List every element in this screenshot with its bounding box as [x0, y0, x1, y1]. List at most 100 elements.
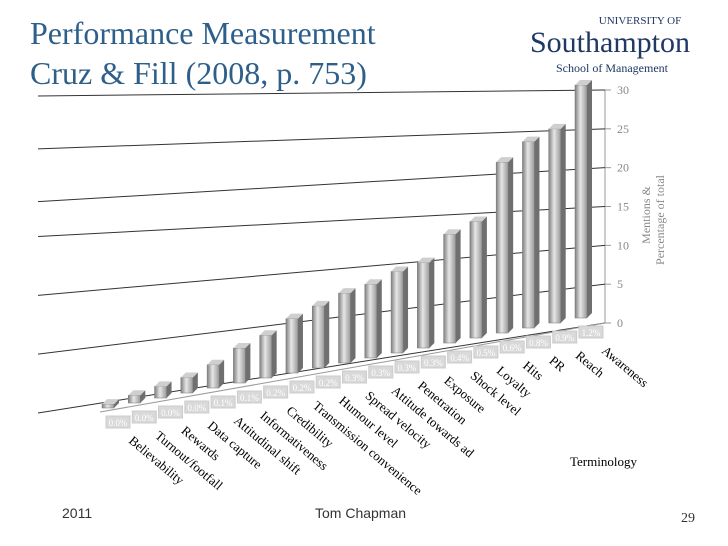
y-axis-label: Mentions & [639, 186, 653, 244]
pct-label: 0.0% [109, 418, 128, 428]
pct-block [315, 375, 341, 389]
bar-side [481, 216, 487, 338]
pct-block [158, 405, 184, 419]
bar-side [455, 229, 461, 343]
bar [495, 161, 509, 334]
pct-block [184, 400, 210, 414]
grid-line [37, 244, 606, 296]
bar [233, 347, 246, 384]
bar-top [469, 216, 487, 222]
logo-top: UNIVERSITY OF [599, 15, 681, 27]
bar-top [496, 157, 514, 163]
bar-side [587, 80, 592, 318]
title: Performance Measurement [30, 15, 376, 51]
bar [180, 377, 194, 394]
bar [417, 262, 430, 349]
pct-label: 1.2% [582, 328, 601, 338]
bar-top [180, 372, 198, 378]
bar [101, 403, 115, 409]
y-tick-label: 15 [617, 200, 629, 214]
bar-side [140, 390, 146, 403]
title: Cruz & Fill (2008, p. 753) [30, 55, 367, 91]
pct-label: 0.2% [293, 383, 312, 393]
grid-line [37, 89, 606, 97]
bar-top [312, 300, 330, 306]
bar [311, 305, 325, 369]
bar-side [350, 288, 356, 363]
y-tick-label: 0 [617, 316, 623, 330]
pct-block [473, 345, 499, 359]
x-tick-label: Awareness [599, 343, 651, 390]
pct-label: 0.0% [135, 413, 154, 423]
pct-block [552, 330, 578, 344]
bar-side [560, 123, 566, 323]
bar [364, 283, 378, 359]
pct-label: 0.4% [450, 353, 469, 363]
y-tick-label: 30 [617, 83, 629, 97]
bar-top [128, 390, 146, 396]
pct-block [499, 340, 525, 354]
pct-block [525, 335, 551, 349]
bar-top [417, 257, 435, 263]
bar-top [391, 266, 409, 272]
chart: 0 5 10 15 20 25 30 Mentions & Percentage of tota… [37, 80, 667, 498]
bar-side [508, 157, 514, 333]
bar-side [403, 266, 409, 353]
x-tick-label: PR [547, 353, 569, 375]
pct-label: 0.2% [319, 378, 338, 388]
bar [548, 128, 561, 324]
pct-label: 0.5% [477, 348, 496, 358]
pct-block [447, 350, 473, 364]
pct-label: 0.3% [398, 363, 417, 373]
logo-school: School of Management [556, 61, 669, 75]
bar [206, 364, 220, 389]
bar-top [102, 399, 119, 405]
bar-top [338, 288, 356, 294]
pct-label: 0.0% [187, 403, 206, 413]
bar-side [271, 330, 277, 378]
floor-edge [99, 322, 606, 413]
pct-label: 0.1% [240, 393, 259, 403]
footer-author: Tom Chapman [315, 505, 406, 521]
bar [259, 335, 272, 379]
pct-block [342, 370, 367, 384]
bar-top [259, 330, 277, 336]
bar [390, 271, 404, 354]
bar-top [575, 80, 592, 85]
bar-side [297, 313, 303, 373]
pct-label: 0.3% [371, 368, 390, 378]
pct-block [210, 395, 236, 409]
bar-side [245, 343, 251, 383]
bar-top [548, 123, 566, 129]
bar [522, 141, 535, 329]
bar-side [192, 372, 198, 393]
y-tick-label: 10 [617, 238, 629, 252]
pct-block [368, 365, 394, 379]
bar-top [364, 279, 382, 285]
pct-block [420, 355, 446, 369]
footer-year: 2011 [62, 505, 92, 521]
pct-block [236, 390, 262, 404]
pct-block [394, 360, 420, 374]
footer-page: 29 [681, 511, 695, 526]
bar [285, 318, 299, 374]
grid-line [37, 206, 606, 237]
bar-top [233, 343, 251, 349]
pct-label: 0.8% [529, 338, 548, 348]
pct-label: 0.6% [503, 343, 522, 353]
bar-top [285, 313, 303, 319]
pct-block [263, 385, 289, 399]
bar-side [114, 399, 119, 408]
bar-side [429, 257, 435, 348]
bar-side [324, 300, 330, 368]
bar [128, 394, 141, 404]
pct-label: 0.1% [214, 398, 233, 408]
y-axis-label: Percentage of total [653, 174, 667, 265]
bar-side [166, 381, 172, 398]
bar-top [443, 229, 461, 235]
bar-side [534, 136, 540, 328]
bar [574, 84, 588, 319]
bar-top [207, 359, 225, 365]
pct-label: 0.2% [266, 388, 285, 398]
